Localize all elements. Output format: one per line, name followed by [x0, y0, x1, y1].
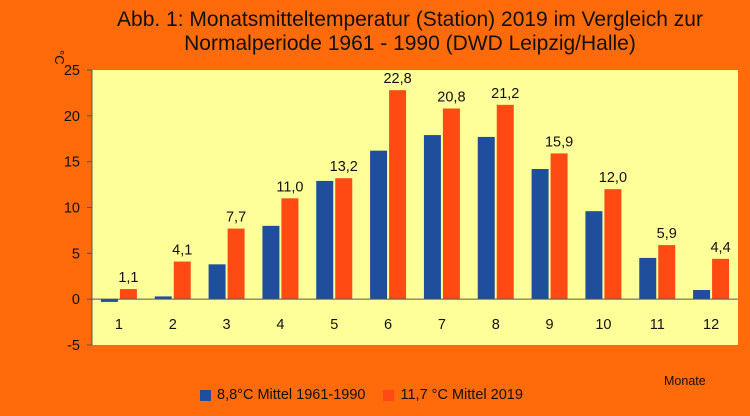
x-tick-label-1: 1 [115, 317, 123, 333]
x-tick-label-10: 10 [595, 317, 611, 333]
bar-1961-1990-month-12 [693, 290, 711, 300]
data-label-2019-month-8: 21,2 [491, 86, 519, 102]
data-label-2019-month-5: 13,2 [330, 159, 358, 175]
x-tick-label-6: 6 [384, 317, 392, 333]
bar-2019-month-12 [712, 258, 730, 300]
bar-1961-1990-month-9 [531, 169, 549, 300]
bar-1961-1990-month-10 [585, 211, 603, 300]
x-tick-label-8: 8 [492, 317, 500, 333]
bar-1961-1990-month-4 [262, 225, 280, 300]
data-label-2019-month-11: 5,9 [657, 226, 677, 242]
chart-title-line1: Abb. 1: Monatsmitteltemperatur (Station)… [117, 8, 703, 31]
y-tick-label-20: 20 [64, 109, 80, 125]
x-tick-label-3: 3 [223, 317, 231, 333]
y-tick-label--5: -5 [67, 338, 80, 354]
legend-label-2019: 11,7 °C Mittel 2019 [400, 387, 523, 403]
x-tick-label-4: 4 [276, 317, 284, 333]
bar-1961-1990-month-8 [477, 136, 495, 300]
bar-2019-month-1 [119, 289, 137, 300]
data-label-2019-month-10: 12,0 [599, 170, 627, 186]
y-tick-label-0: 0 [72, 292, 80, 308]
bar-2019-month-10 [604, 189, 622, 300]
legend-swatch-1961-1990 [200, 389, 211, 401]
bar-1961-1990-month-3 [208, 264, 226, 300]
legend-item-1961-1990: 8,8°C Mittel 1961-1990 [200, 387, 365, 403]
data-label-2019-month-2: 4,1 [172, 243, 192, 259]
bar-2019-month-9 [550, 153, 568, 300]
bar-1961-1990-month-1 [100, 299, 118, 302]
bar-2019-month-7 [442, 108, 460, 300]
bar-2019-month-8 [496, 104, 514, 300]
x-tick-label-2: 2 [169, 317, 177, 333]
x-tick-label-7: 7 [438, 317, 446, 333]
data-label-2019-month-4: 11,0 [276, 179, 303, 195]
data-label-2019-month-7: 20,8 [437, 90, 465, 106]
bar-2019-month-6 [389, 90, 407, 300]
y-tick-label-15: 15 [64, 155, 80, 171]
x-tick-label-9: 9 [546, 317, 554, 333]
x-tick-label-5: 5 [330, 317, 338, 333]
data-label-2019-month-12: 4,4 [710, 240, 730, 256]
plot-area [92, 70, 738, 345]
y-tick-label-5: 5 [72, 246, 80, 262]
legend-label-1961-1990: 8,8°C Mittel 1961-1990 [217, 387, 366, 403]
bar-1961-1990-month-7 [423, 135, 441, 300]
y-tick-label-25: 25 [64, 63, 80, 79]
bar-1961-1990-month-11 [639, 257, 657, 300]
y-tick-label-10: 10 [64, 201, 80, 217]
data-label-2019-month-3: 7,7 [226, 210, 246, 226]
bar-2019-month-5 [335, 178, 353, 300]
bar-1961-1990-month-2 [154, 296, 172, 300]
data-label-2019-month-6: 22,8 [383, 71, 411, 87]
data-label-2019-month-1: 1,1 [118, 270, 138, 286]
bar-2019-month-3 [227, 228, 245, 300]
legend-swatch-2019 [383, 389, 395, 401]
data-label-2019-month-9: 15,9 [545, 134, 573, 150]
legend: 8,8°C Mittel 1961-1990 11,7 °C Mittel 20… [200, 387, 541, 403]
x-axis-label: Monate [664, 374, 706, 388]
legend-item-2019: 11,7 °C Mittel 2019 [383, 387, 523, 403]
bar-2019-month-2 [173, 261, 191, 300]
x-tick-label-12: 12 [703, 317, 719, 333]
bar-2019-month-11 [658, 245, 676, 300]
x-tick-label-11: 11 [650, 317, 665, 333]
bar-1961-1990-month-5 [316, 180, 334, 300]
bar-1961-1990-month-6 [370, 150, 388, 300]
bar-2019-month-4 [281, 198, 299, 300]
chart-title-line2: Normalperiode 1961 - 1990 (DWD Leipzig/H… [184, 32, 636, 55]
